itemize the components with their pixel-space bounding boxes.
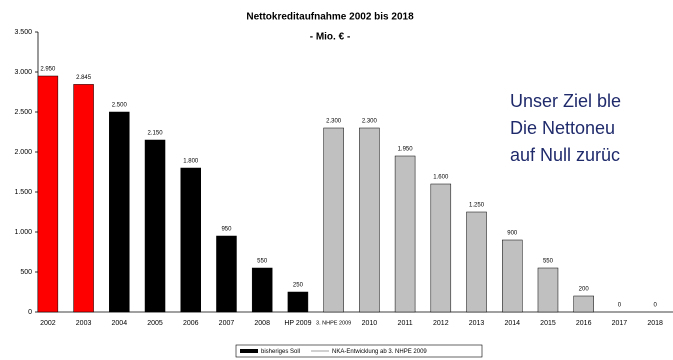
- value-label: 1.950: [398, 147, 414, 153]
- x-tick-label: HP 2009: [284, 320, 311, 327]
- x-tick-label: 2005: [147, 320, 163, 327]
- bar: [430, 183, 452, 313]
- value-label: 2.950: [40, 67, 56, 73]
- value-label: 900: [507, 231, 518, 237]
- value-label: 1.800: [183, 159, 199, 165]
- legend-label: NKA-Entwicklung ab 3. NHPE 2009: [332, 349, 427, 355]
- value-label: 1.600: [433, 175, 449, 181]
- x-tick-label: 2010: [362, 320, 378, 327]
- bar: [37, 75, 59, 313]
- x-tick-label: 2016: [576, 320, 592, 327]
- annotation: Unser Ziel ble: [510, 91, 621, 111]
- value-label: 2.150: [148, 131, 164, 137]
- x-tick-label: 2002: [40, 320, 56, 327]
- x-tick-label: 2013: [469, 320, 485, 327]
- x-tick-label: 2006: [183, 320, 199, 327]
- y-tick-label: 0: [28, 309, 32, 316]
- bar: [144, 139, 166, 313]
- bar: [109, 111, 130, 313]
- x-tick-label: 2011: [398, 320, 413, 327]
- bar: [180, 167, 201, 313]
- value-label: 200: [579, 287, 590, 293]
- value-label: 1.250: [469, 203, 485, 209]
- legend-box: [235, 344, 483, 358]
- value-label: 950: [221, 227, 232, 233]
- x-tick-label: 2007: [219, 320, 235, 327]
- y-tick-label: 500: [20, 269, 32, 276]
- x-tick-label: 2012: [433, 320, 449, 327]
- bar: [216, 235, 237, 313]
- x-tick-label: 3. NHPE 2009: [316, 320, 351, 326]
- bar: [466, 211, 487, 313]
- value-label: 2.500: [112, 103, 128, 109]
- value-label: 550: [543, 259, 554, 265]
- x-tick-label: 2014: [504, 320, 520, 327]
- x-tick-label: 2004: [112, 320, 128, 327]
- annotation: Die Nettoneu: [510, 118, 615, 138]
- x-tick-label: 2015: [540, 320, 556, 327]
- y-tick-label: 2.000: [14, 149, 32, 156]
- value-label: 550: [257, 259, 268, 265]
- bar: [251, 267, 273, 313]
- bar: [359, 127, 380, 313]
- bar: [287, 291, 309, 313]
- value-label: 250: [293, 283, 304, 289]
- value-label: 2.300: [362, 119, 378, 125]
- legend-label: bisheriges Soll: [261, 349, 300, 355]
- bar: [502, 239, 523, 313]
- x-tick-label: 2017: [612, 320, 628, 327]
- annotation: auf Null zurüc: [510, 145, 620, 165]
- bar: [573, 295, 594, 313]
- x-tick-label: 2018: [647, 320, 663, 327]
- value-label: 2.845: [76, 75, 92, 81]
- value-label: 0: [653, 303, 657, 309]
- y-tick-label: 3.500: [14, 29, 32, 36]
- y-tick-label: 1.000: [14, 229, 32, 236]
- y-tick-label: 3.000: [14, 69, 32, 76]
- value-label: 0: [618, 303, 622, 309]
- bar: [323, 127, 344, 313]
- bar: [394, 155, 416, 313]
- y-tick-label: 1.500: [14, 189, 32, 196]
- x-tick-label: 2003: [76, 320, 92, 327]
- chart-title: Nettokreditaufnahme 2002 bis 2018: [246, 12, 414, 23]
- bar: [537, 267, 559, 313]
- legend-swatch: [240, 349, 258, 353]
- chart-subtitle: - Mio. € -: [310, 32, 351, 43]
- bar: [73, 84, 94, 313]
- value-label: 2.300: [326, 119, 342, 125]
- y-tick-label: 2.500: [14, 109, 32, 116]
- x-tick-label: 2008: [254, 320, 270, 327]
